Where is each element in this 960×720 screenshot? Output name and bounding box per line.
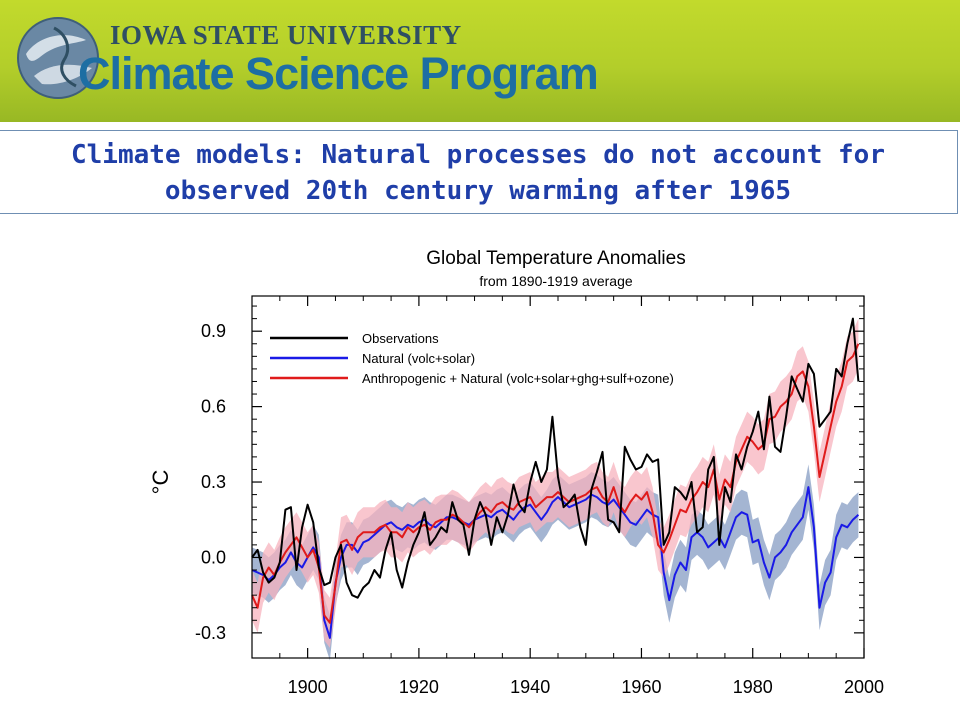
x-tick-label: 2000	[844, 677, 884, 697]
x-tick-label: 1900	[288, 677, 328, 697]
slide-title: Climate models: Natural processes do not…	[0, 137, 957, 209]
slide-title-box: Climate models: Natural processes do not…	[0, 130, 958, 214]
x-tick-label: 1940	[510, 677, 550, 697]
slide-title-line-1: Climate models: Natural processes do not…	[71, 140, 885, 170]
x-tick-label: 1980	[733, 677, 773, 697]
anthropogenic-natural-line	[251, 343, 860, 624]
chart-title: Global Temperature Anomalies	[426, 248, 685, 269]
temperature-anomaly-chart: Global Temperature Anomalies from 1890-1…	[148, 248, 884, 697]
observations-line	[251, 317, 860, 599]
program-name: Climate Science Program	[78, 48, 599, 99]
y-tick-label: 0.6	[201, 397, 226, 417]
y-tick-label: -0.3	[195, 623, 226, 643]
legend-label: Natural (volc+solar)	[362, 351, 475, 366]
plot-area: 1900 1920 1940 1960 1980 2000 -0.3 0.0 0.3 0.6 0.9…	[195, 295, 884, 697]
y-axis-label: °C	[148, 470, 173, 495]
anthropogenic-uncertainty-band	[252, 318, 859, 648]
y-tick-label: 0.9	[201, 321, 226, 341]
x-tick-label: 1920	[399, 677, 439, 697]
slide-title-line-2: observed 20th century warming after 1965	[164, 176, 792, 206]
legend-label: Observations	[362, 331, 439, 346]
chart-subtitle: from 1890-1919 average	[479, 273, 633, 289]
university-name: IOWA STATE UNIVERSITY	[110, 20, 462, 50]
y-tick-label: 0.0	[201, 547, 226, 567]
x-tick-label: 1960	[621, 677, 661, 697]
globe-logo-icon	[17, 17, 99, 99]
legend-label: Anthropogenic + Natural (volc+solar+ghg+…	[362, 371, 674, 386]
header-banner: IOWA STATE UNIVERSITY Climate Science Pr…	[0, 0, 960, 122]
y-tick-label: 0.3	[201, 472, 226, 492]
